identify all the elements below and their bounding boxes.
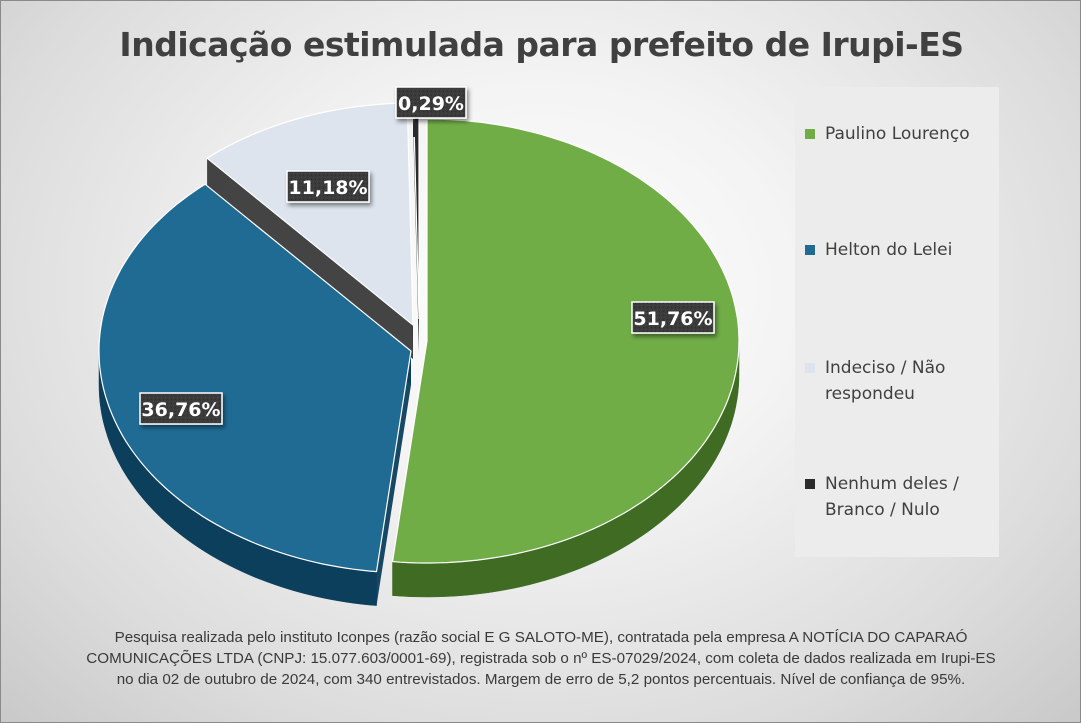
svg-text:0,29%: 0,29% [398, 93, 464, 115]
footnote-line: no dia 02 de outubro de 2024, com 340 en… [116, 671, 966, 688]
footnote-line: COMUNICAÇÕES LTDA (CNPJ: 15.077.603/0001… [86, 650, 996, 667]
legend-item-nenhum: Nenhum deles / Branco / Nulo [805, 471, 995, 523]
legend-swatch [805, 245, 815, 255]
legend-label: Nenhum deles / Branco / Nulo [825, 474, 959, 520]
pie-slice-indeciso [206, 102, 414, 327]
data-label-helton: 36,76% [139, 392, 223, 425]
svg-text:36,76%: 36,76% [141, 399, 220, 421]
legend-label: Helton do Lelei [825, 240, 953, 260]
footnote: Pesquisa realizada pelo instituto Iconpe… [61, 627, 1021, 690]
legend-swatch [805, 479, 815, 489]
legend: Paulino Lourenço Helton do Lelei Indecis… [795, 87, 999, 557]
legend-label: Indeciso / Não respondeu [825, 358, 946, 404]
svg-text:11,18%: 11,18% [288, 177, 367, 199]
pie-slice-helton [98, 183, 412, 573]
chart-title: Indicação estimulada para prefeito de Ir… [119, 25, 964, 64]
data-label-nenhum: 0,29% [395, 86, 467, 119]
pie-slice-paulino [391, 118, 740, 564]
legend-swatch [805, 363, 815, 373]
legend-item-indeciso: Indeciso / Não respondeu [805, 355, 995, 407]
legend-item-helton: Helton do Lelei [805, 237, 995, 263]
legend-item-paulino: Paulino Lourenço [805, 121, 995, 147]
data-label-paulino: 51,76% [631, 301, 715, 334]
legend-swatch [805, 129, 815, 139]
legend-label: Paulino Lourenço [825, 124, 970, 144]
footnote-line: Pesquisa realizada pelo instituto Iconpe… [114, 629, 968, 646]
data-label-indeciso: 11,18% [286, 170, 370, 203]
svg-text:51,76%: 51,76% [633, 308, 712, 330]
